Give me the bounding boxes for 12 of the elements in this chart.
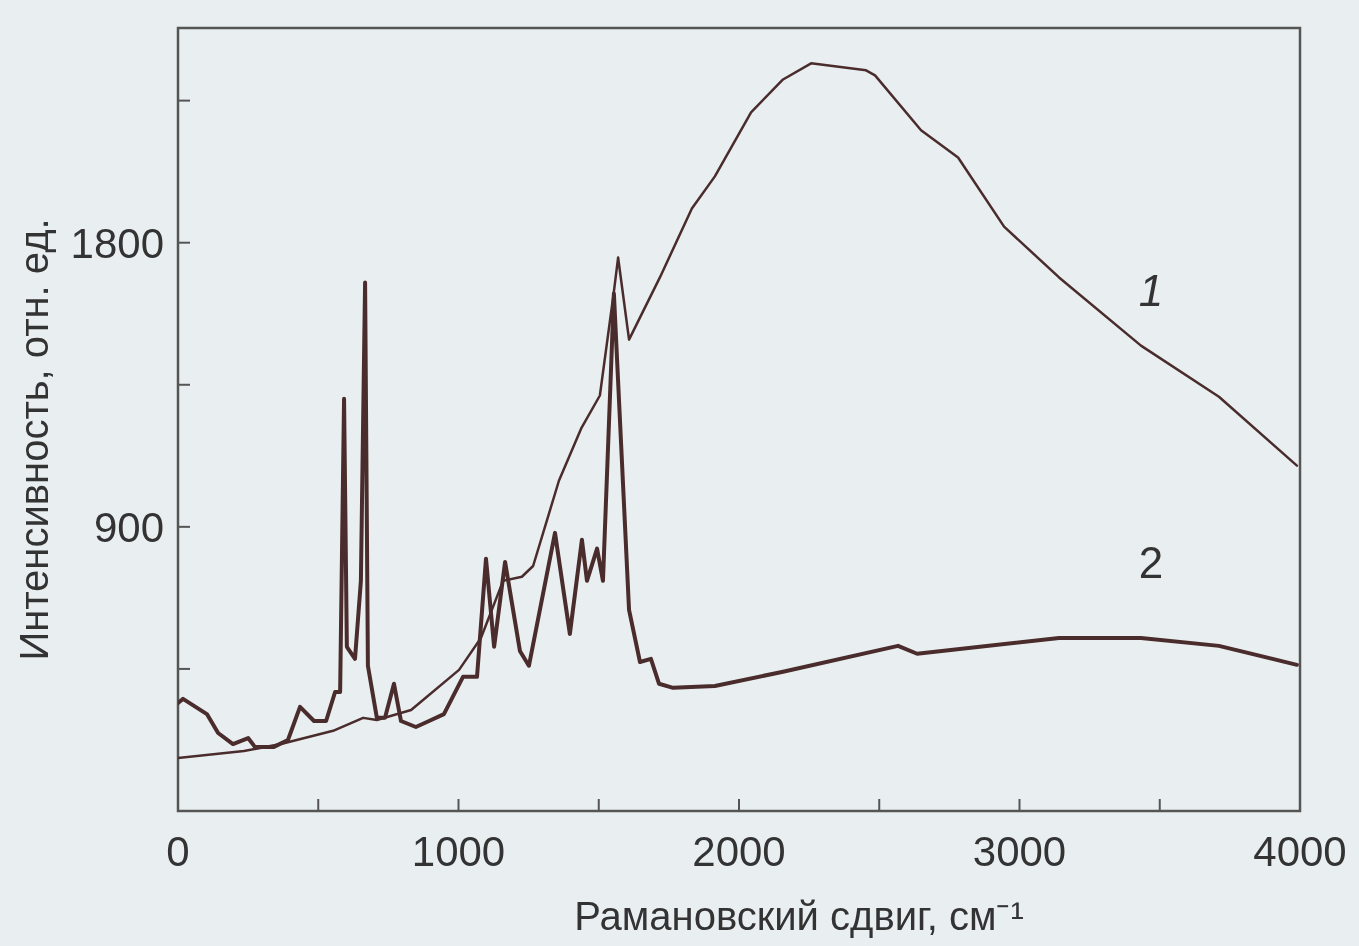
x-tick-label: 3000 (972, 828, 1067, 875)
x-tick-label: 1000 (411, 828, 506, 875)
series-label: 1 (1138, 265, 1164, 315)
x-tick-label: 0 (166, 828, 190, 875)
y-tick-label: 900 (93, 503, 164, 551)
line-series (178, 62, 1299, 760)
y-axis-title: Интенсивность, отн. ед. (12, 218, 56, 661)
y-tick-label: 1800 (70, 219, 164, 267)
series-label: 2 (1138, 537, 1164, 587)
x-axis-title: Рамановский сдвиг, см⁻¹ (574, 894, 1024, 938)
x-tick-label: 4000 (1253, 828, 1347, 875)
x-tick-label: 2000 (692, 828, 786, 875)
